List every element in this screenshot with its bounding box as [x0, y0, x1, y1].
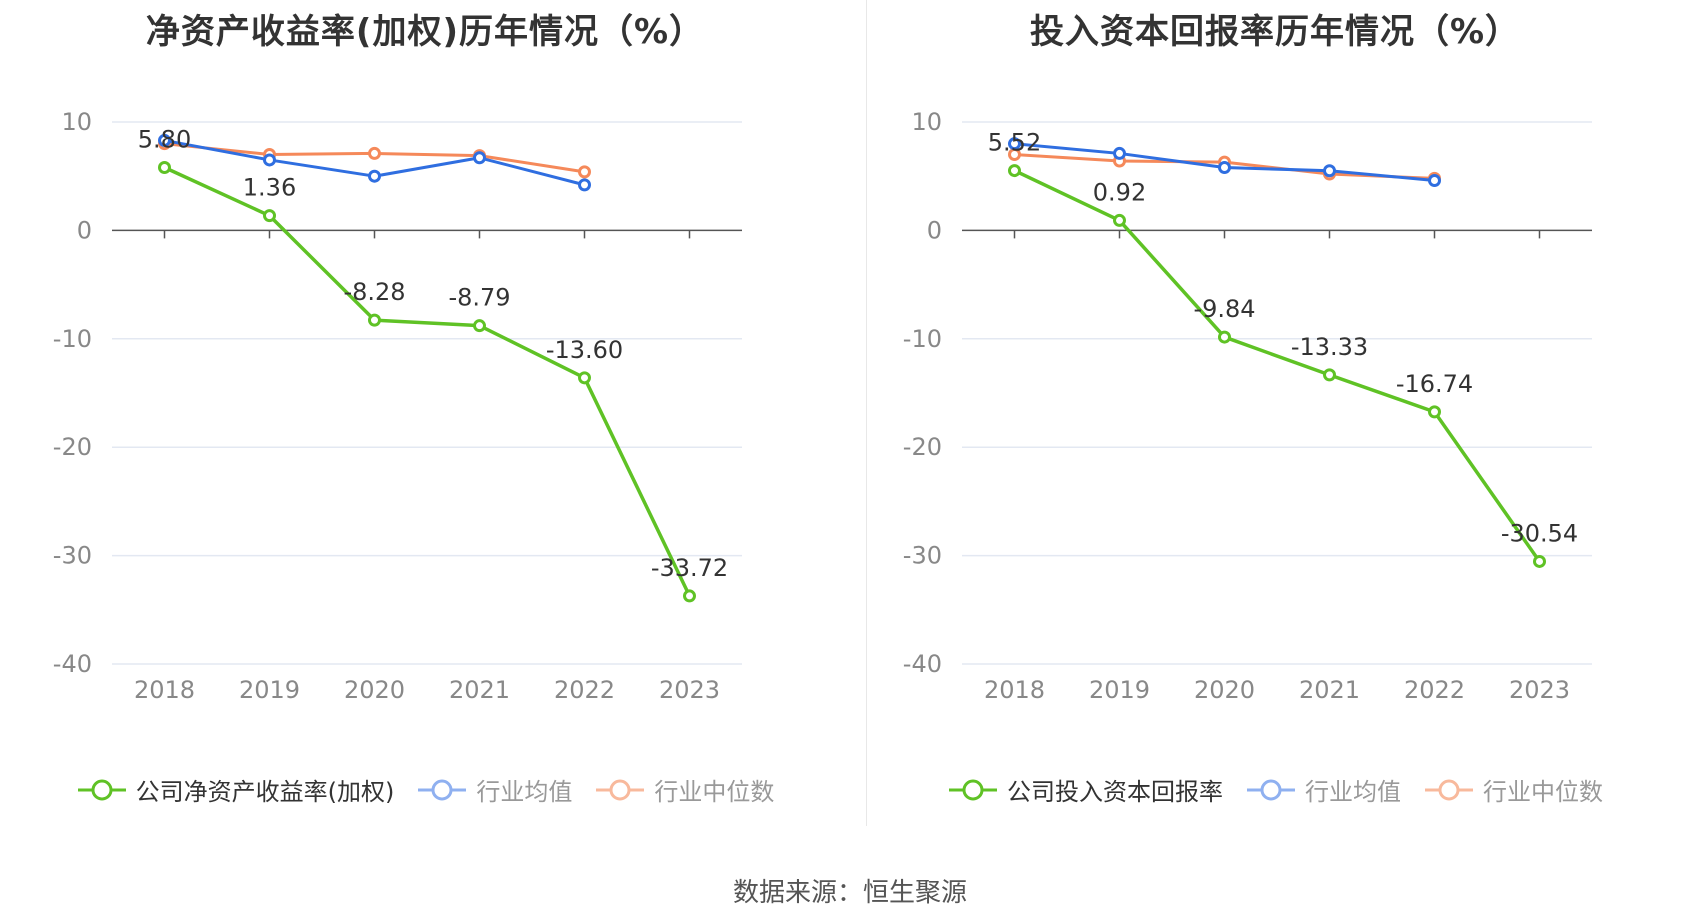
legend-label: 公司净资产收益率(加权) — [135, 778, 395, 806]
data-point-average — [1008, 137, 1021, 151]
data-point-average — [158, 133, 171, 147]
data-label: -8.28 — [343, 278, 405, 306]
x-tick-label: 2021 — [449, 676, 510, 704]
data-point-company — [578, 371, 591, 385]
y-tick-label: 0 — [927, 216, 942, 244]
y-tick-label: -40 — [903, 650, 942, 678]
data-label: 0.92 — [1093, 178, 1146, 206]
data-point-company — [158, 161, 171, 175]
x-tick-label: 2020 — [1194, 676, 1255, 704]
legend-average-line-icon — [1247, 779, 1295, 800]
x-tick-label: 2022 — [554, 676, 615, 704]
legend-item-median[interactable]: 行业中位数 — [1423, 772, 1603, 807]
data-point-median — [368, 146, 381, 160]
data-label: -9.84 — [1193, 295, 1255, 323]
data-point-average — [1113, 146, 1126, 160]
data-point-company — [1533, 554, 1546, 568]
data-point-company — [473, 319, 486, 333]
y-tick-label: -10 — [903, 325, 942, 353]
data-label: 5.80 — [138, 126, 191, 154]
legend-item-company[interactable]: 公司净资产收益率(加权) — [76, 772, 395, 807]
data-point-average — [578, 178, 591, 192]
data-point-average — [1323, 164, 1336, 178]
chart-legend: 公司投入资本回报率 行业均值 行业中位数 — [850, 772, 1700, 807]
series-line-company — [163, 165, 692, 597]
y-tick-label: -30 — [53, 542, 92, 570]
data-label: -8.79 — [448, 284, 510, 312]
x-tick-label: 2020 — [344, 676, 405, 704]
chart-title: 投入资本回报率历年情况（%） — [1029, 12, 1521, 52]
data-point-average — [263, 153, 276, 167]
data-point-company — [263, 209, 276, 223]
y-tick-label: -30 — [903, 542, 942, 570]
y-tick-label: 10 — [911, 108, 942, 136]
x-tick-label: 2019 — [239, 676, 300, 704]
panel-divider — [866, 0, 867, 826]
right-chart-panel: 投入资本回报率历年情况（%） 10 0 -10 -20 -30 -40 2018 2019 20… — [850, 0, 1700, 830]
data-point-average — [473, 151, 486, 165]
legend-label: 行业中位数 — [654, 778, 775, 806]
x-tick-label: 2023 — [1509, 676, 1570, 704]
data-point-company — [683, 589, 696, 603]
x-tick-label: 2023 — [659, 676, 720, 704]
data-point-average — [368, 169, 381, 183]
legend-item-median[interactable]: 行业中位数 — [594, 772, 774, 807]
legend-label: 公司投入资本回报率 — [1007, 778, 1223, 806]
x-tick-label: 2019 — [1089, 676, 1150, 704]
left-chart-panel: 净资产收益率(加权)历年情况（%） 10 0 -10 -20 -30 -40 2018 201… — [0, 0, 850, 830]
series-line-company — [1013, 168, 1541, 563]
x-tick-label: 2018 — [984, 676, 1045, 704]
data-label: 5.52 — [988, 129, 1041, 157]
data-label: -33.72 — [651, 554, 728, 582]
x-tick-label: 2022 — [1404, 676, 1465, 704]
data-point-company — [1113, 213, 1126, 227]
data-point-company — [1323, 368, 1336, 382]
roe-line-chart: 10 0 -10 -20 -30 -40 2018 2019 2020 2021 2022 2023 5… — [53, 108, 742, 704]
data-point-average — [1218, 161, 1231, 175]
roic-line-chart: 10 0 -10 -20 -30 -40 2018 2019 2020 2021 2022 2023 5… — [903, 108, 1592, 704]
data-label: -13.60 — [546, 336, 623, 364]
legend-item-average[interactable]: 行业均值 — [416, 772, 572, 807]
y-tick-label: -10 — [53, 325, 92, 353]
chart-title: 净资产收益率(加权)历年情况（%） — [145, 12, 705, 52]
data-point-company — [1218, 330, 1231, 344]
y-tick-label: -20 — [53, 433, 92, 461]
chart-legend: 公司净资产收益率(加权) 行业均值 行业中位数 — [0, 772, 850, 807]
legend-median-line-icon — [1425, 779, 1473, 800]
x-tick-label: 2018 — [134, 676, 195, 704]
data-label: -13.33 — [1291, 333, 1368, 361]
y-tick-label: 10 — [61, 108, 92, 136]
legend-label: 行业均值 — [476, 778, 573, 806]
x-tick-label: 2021 — [1299, 676, 1360, 704]
legend-item-company[interactable]: 公司投入资本回报率 — [947, 772, 1223, 807]
data-source-footer: 数据来源：恒生聚源 — [732, 878, 967, 908]
data-point-company — [1428, 405, 1441, 419]
legend-median-line-icon — [596, 779, 645, 800]
data-label: 1.36 — [243, 174, 296, 202]
legend-company-line-icon — [949, 779, 997, 800]
y-tick-label: -40 — [53, 650, 92, 678]
y-tick-label: -20 — [903, 433, 942, 461]
legend-company-line-icon — [77, 779, 126, 800]
data-point-average — [1428, 174, 1441, 188]
data-point-company — [1008, 164, 1021, 178]
data-point-median — [578, 165, 591, 179]
legend-item-average[interactable]: 行业均值 — [1245, 772, 1401, 807]
legend-label: 行业中位数 — [1483, 778, 1603, 806]
legend-average-line-icon — [418, 779, 467, 800]
data-point-company — [368, 313, 381, 327]
data-label: -30.54 — [1501, 519, 1578, 547]
legend-label: 行业均值 — [1305, 778, 1401, 806]
y-tick-label: 0 — [77, 216, 92, 244]
data-label: -16.74 — [1396, 370, 1473, 398]
